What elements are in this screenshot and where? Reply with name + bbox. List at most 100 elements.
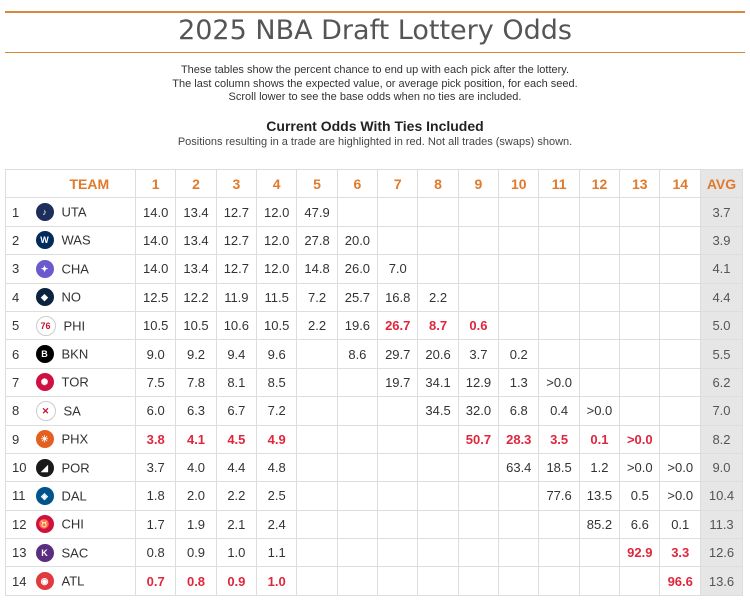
team-cell: W WAS (33, 225, 136, 256)
pick-header-12: 12 (578, 168, 621, 199)
odds-cell-pick-11 (538, 225, 580, 256)
team-abbr: PHX (61, 431, 89, 447)
odds-cell-pick-14 (659, 424, 701, 454)
team-abbr: UTA (61, 204, 87, 220)
odds-cell-pick-4: 12.0 (256, 197, 298, 227)
odds-cell-pick-4: 1.0 (256, 566, 298, 596)
odds-cell-pick-9: 12.9 (457, 367, 500, 398)
odds-cell-pick-3: 12.7 (215, 254, 258, 284)
odds-cell-pick-14: 3.3 (659, 538, 701, 568)
odds-cell-pick-10 (498, 538, 540, 568)
odds-cell-pick-10: 63.4 (498, 452, 540, 483)
team-cell: B BKN (33, 339, 136, 369)
odds-cell-pick-1: 9.0 (134, 339, 177, 369)
pick-header-1: 1 (134, 168, 177, 199)
avg-cell: 4.4 (700, 282, 743, 312)
odds-cell-pick-9 (457, 452, 500, 483)
odds-cell-pick-6: 19.6 (336, 310, 379, 341)
odds-cell-pick-8 (417, 481, 459, 511)
seed-cell: 8 (5, 396, 34, 426)
odds-cell-pick-5 (296, 424, 338, 454)
team-cell: ✦ CHA (33, 254, 136, 284)
team-logo-icon: ♪ (35, 203, 54, 222)
odds-cell-pick-14 (659, 339, 701, 369)
odds-cell-pick-8 (417, 225, 459, 256)
pick-header-5: 5 (296, 168, 338, 199)
odds-cell-pick-2: 2.0 (175, 481, 217, 511)
odds-cell-pick-6 (336, 197, 379, 227)
odds-cell-pick-5 (296, 481, 338, 511)
odds-cell-pick-11 (538, 254, 580, 284)
table-row: 6 B BKN 9.0 9.2 9.4 9.6 8.6 29.7 20.6 3.7 0.2 5.5 (5, 339, 743, 369)
odds-cell-pick-5: 14.8 (296, 254, 338, 284)
odds-cell-pick-2: 4.1 (175, 424, 217, 454)
odds-cell-pick-11 (538, 509, 580, 540)
seed-header (5, 168, 34, 199)
odds-cell-pick-10 (498, 197, 540, 227)
odds-cell-pick-3: 10.6 (215, 310, 258, 341)
pick-header-8: 8 (417, 168, 459, 199)
team-logo-icon: ◉ (35, 572, 54, 591)
pick-header-6: 6 (336, 168, 379, 199)
table-row: 4 ◆ NO 12.5 12.2 11.9 11.5 7.2 25.7 16.8 2.2 4.4 (5, 282, 743, 312)
odds-cell-pick-3: 11.9 (215, 282, 258, 312)
odds-cell-pick-1: 12.5 (134, 282, 177, 312)
odds-cell-pick-7 (377, 197, 419, 227)
odds-cell-pick-4: 12.0 (256, 254, 298, 284)
odds-cell-pick-2: 4.0 (175, 452, 217, 483)
team-cell: ☀ PHX (33, 424, 136, 454)
odds-cell-pick-14 (659, 282, 701, 312)
table-row: 1 ♪ UTA 14.0 13.4 12.7 12.0 47.9 3.7 (5, 197, 743, 227)
avg-cell: 13.6 (700, 566, 743, 596)
odds-cell-pick-11: 3.5 (538, 424, 580, 454)
odds-cell-pick-1: 6.0 (134, 396, 177, 426)
odds-cell-pick-7: 29.7 (377, 339, 419, 369)
odds-cell-pick-4: 9.6 (256, 339, 298, 369)
intro-line: These tables show the percent chance to … (180, 64, 570, 76)
odds-cell-pick-9 (457, 481, 500, 511)
odds-cell-pick-6 (336, 481, 379, 511)
team-cell: 76 PHI (33, 310, 136, 341)
odds-cell-pick-13: 6.6 (619, 509, 661, 540)
odds-cell-pick-14 (659, 310, 701, 341)
seed-cell: 11 (5, 481, 34, 511)
odds-cell-pick-5: 7.2 (296, 282, 338, 312)
odds-cell-pick-9 (457, 197, 500, 227)
odds-cell-pick-10 (498, 509, 540, 540)
odds-cell-pick-12 (578, 339, 621, 369)
odds-cell-pick-14: 96.6 (659, 566, 701, 596)
pick-header-13: 13 (619, 168, 661, 199)
odds-cell-pick-3: 0.9 (215, 566, 258, 596)
odds-cell-pick-3: 9.4 (215, 339, 258, 369)
odds-cell-pick-14 (659, 396, 701, 426)
odds-cell-pick-7: 16.8 (377, 282, 419, 312)
odds-cell-pick-7 (377, 481, 419, 511)
team-abbr: DAL (61, 488, 87, 504)
seed-cell: 9 (5, 424, 34, 454)
odds-cell-pick-4: 4.9 (256, 424, 298, 454)
odds-cell-pick-4: 10.5 (256, 310, 298, 341)
odds-cell-pick-11: 0.4 (538, 396, 580, 426)
seed-cell: 12 (5, 509, 34, 540)
avg-cell: 12.6 (700, 538, 743, 568)
odds-cell-pick-6 (336, 509, 379, 540)
odds-cell-pick-11 (538, 197, 580, 227)
team-logo-icon: ✦ (35, 259, 54, 278)
odds-cell-pick-4: 2.5 (256, 481, 298, 511)
odds-cell-pick-14 (659, 254, 701, 284)
intro-text: These tables show the percent chance to … (0, 64, 750, 105)
table-row: 11 ◈ DAL 1.8 2.0 2.2 2.5 77.6 13.5 0.5 >0.0 10.4 (5, 481, 743, 511)
odds-cell-pick-5: 27.8 (296, 225, 338, 256)
team-cell: ✕ SA (33, 396, 136, 426)
odds-cell-pick-8: 2.2 (417, 282, 459, 312)
team-logo-icon: ◆ (35, 288, 54, 307)
team-cell: ◉ ATL (33, 566, 136, 596)
odds-cell-pick-13 (619, 367, 661, 398)
odds-cell-pick-7: 26.7 (377, 310, 419, 341)
odds-cell-pick-12 (578, 282, 621, 312)
odds-cell-pick-10: 1.3 (498, 367, 540, 398)
odds-cell-pick-2: 7.8 (175, 367, 217, 398)
title-bottom-rule (5, 52, 745, 53)
odds-cell-pick-4: 12.0 (256, 225, 298, 256)
odds-cell-pick-2: 1.9 (175, 509, 217, 540)
